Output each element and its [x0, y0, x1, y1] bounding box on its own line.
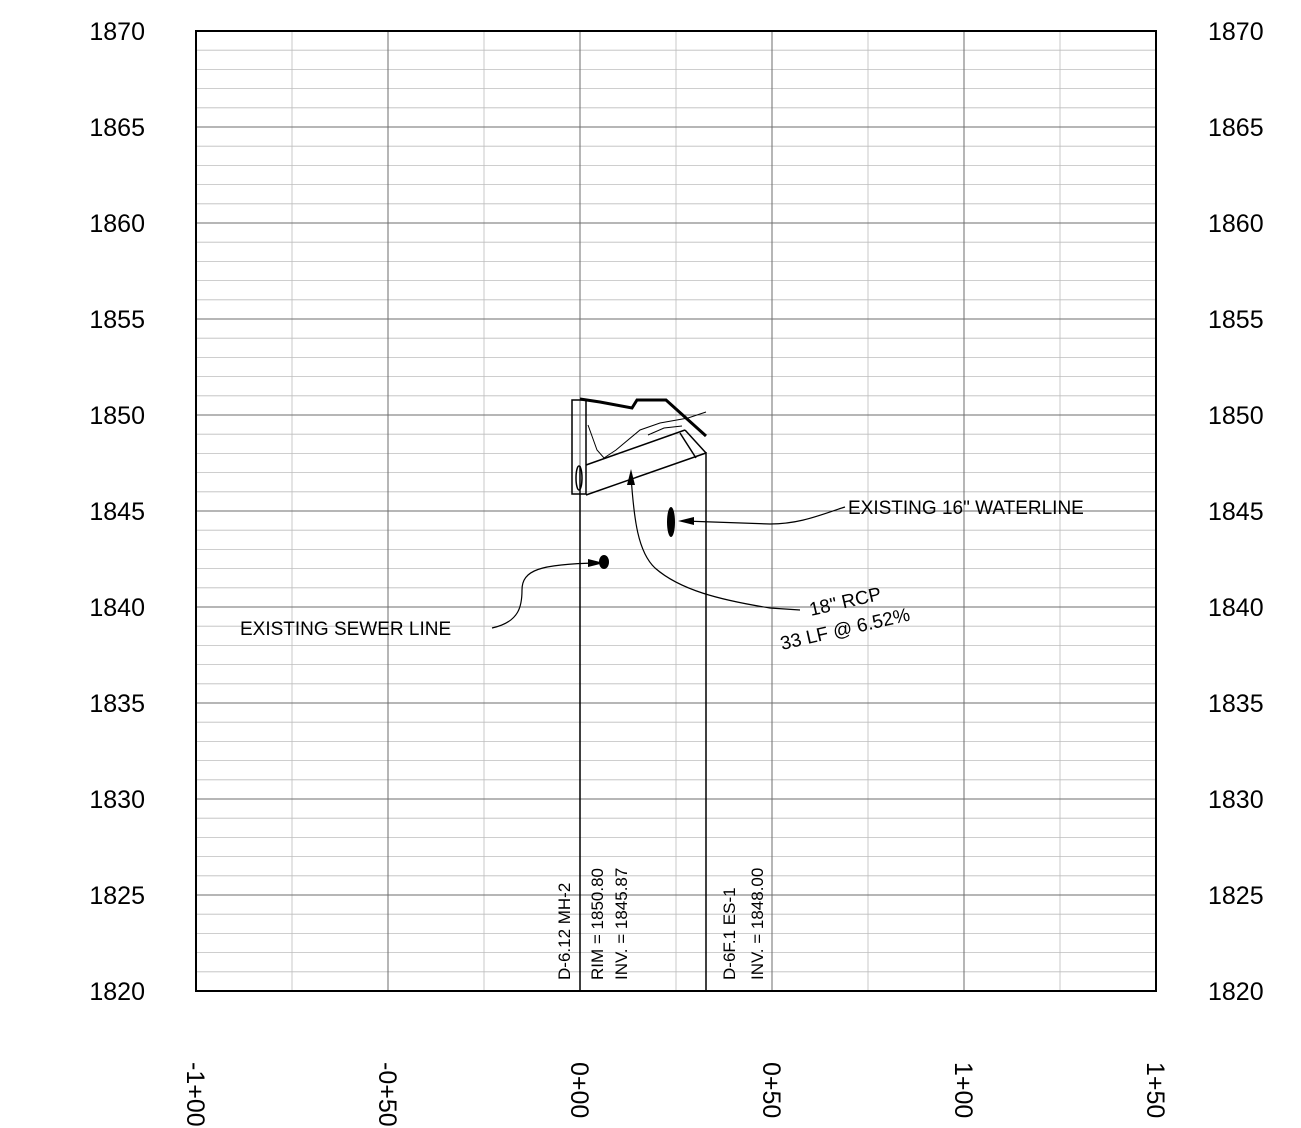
elev-label-left: 1835 [89, 690, 145, 718]
minor-grid [196, 31, 1156, 991]
elev-label-right: 1820 [1208, 978, 1264, 1006]
elev-label-right: 1850 [1208, 402, 1264, 430]
station-label: 1+00 [949, 1062, 977, 1118]
elevation-labels-right: 1870 1865 1860 1855 1850 1845 1840 1835 … [1208, 18, 1264, 1006]
elev-label-right: 1865 [1208, 114, 1264, 142]
elev-label-right: 1840 [1208, 594, 1264, 622]
station-label: 1+50 [1141, 1062, 1169, 1118]
waterline-arrowhead [678, 517, 694, 525]
rcp-pipe [585, 429, 707, 496]
sewer-arrowhead [588, 559, 604, 567]
major-grid [196, 31, 1156, 991]
elev-label-left: 1850 [89, 402, 145, 430]
mh-inv-label: INV. = 1845.87 [612, 868, 631, 980]
pipe-arrowhead [627, 469, 635, 485]
sewer-leader [491, 562, 599, 629]
manhole-structure [571, 399, 587, 495]
es-inv-label: INV. = 1848.00 [748, 868, 767, 980]
station-labels: -1+00 -0+50 0+00 0+50 1+00 1+50 [181, 1062, 1169, 1127]
elev-label-right: 1830 [1208, 786, 1264, 814]
elev-label-left: 1845 [89, 498, 145, 526]
plot-frame [195, 30, 1157, 992]
elev-label-right: 1825 [1208, 882, 1264, 910]
waterline-label: EXISTING 16" WATERLINE [848, 498, 1084, 519]
pipe-leader [630, 475, 801, 611]
station-label: -0+50 [373, 1062, 401, 1127]
elev-label-left: 1865 [89, 114, 145, 142]
elev-label-left: 1830 [89, 786, 145, 814]
elev-label-left: 1860 [89, 210, 145, 238]
es-name-label: D-6F.1 ES-1 [720, 887, 739, 980]
elev-label-left: 1840 [89, 594, 145, 622]
elev-label-left: 1820 [89, 978, 145, 1006]
waterline-leader [683, 506, 846, 525]
mh-name-label: D-6.12 MH-2 [555, 883, 574, 980]
ground-line [579, 397, 708, 459]
elev-label-right: 1845 [1208, 498, 1264, 526]
elevation-labels-left: 1870 1865 1860 1855 1850 1845 1840 1835 … [89, 18, 145, 1006]
station-label: 0+50 [757, 1062, 785, 1118]
leader-lines [491, 469, 846, 629]
sewer-label: EXISTING SEWER LINE [240, 619, 451, 640]
station-label: -1+00 [181, 1062, 209, 1127]
elev-label-right: 1860 [1208, 210, 1264, 238]
elev-label-right: 1855 [1208, 306, 1264, 334]
elev-label-right: 1835 [1208, 690, 1264, 718]
mh-rim-label: RIM = 1850.80 [588, 868, 607, 980]
elev-label-left: 1870 [89, 18, 145, 46]
sewer-symbol [599, 555, 609, 569]
elev-label-right: 1870 [1208, 18, 1264, 46]
elev-label-left: 1855 [89, 306, 145, 334]
elev-label-left: 1825 [89, 882, 145, 910]
waterline-symbol [667, 507, 675, 537]
station-label: 0+00 [565, 1062, 593, 1118]
